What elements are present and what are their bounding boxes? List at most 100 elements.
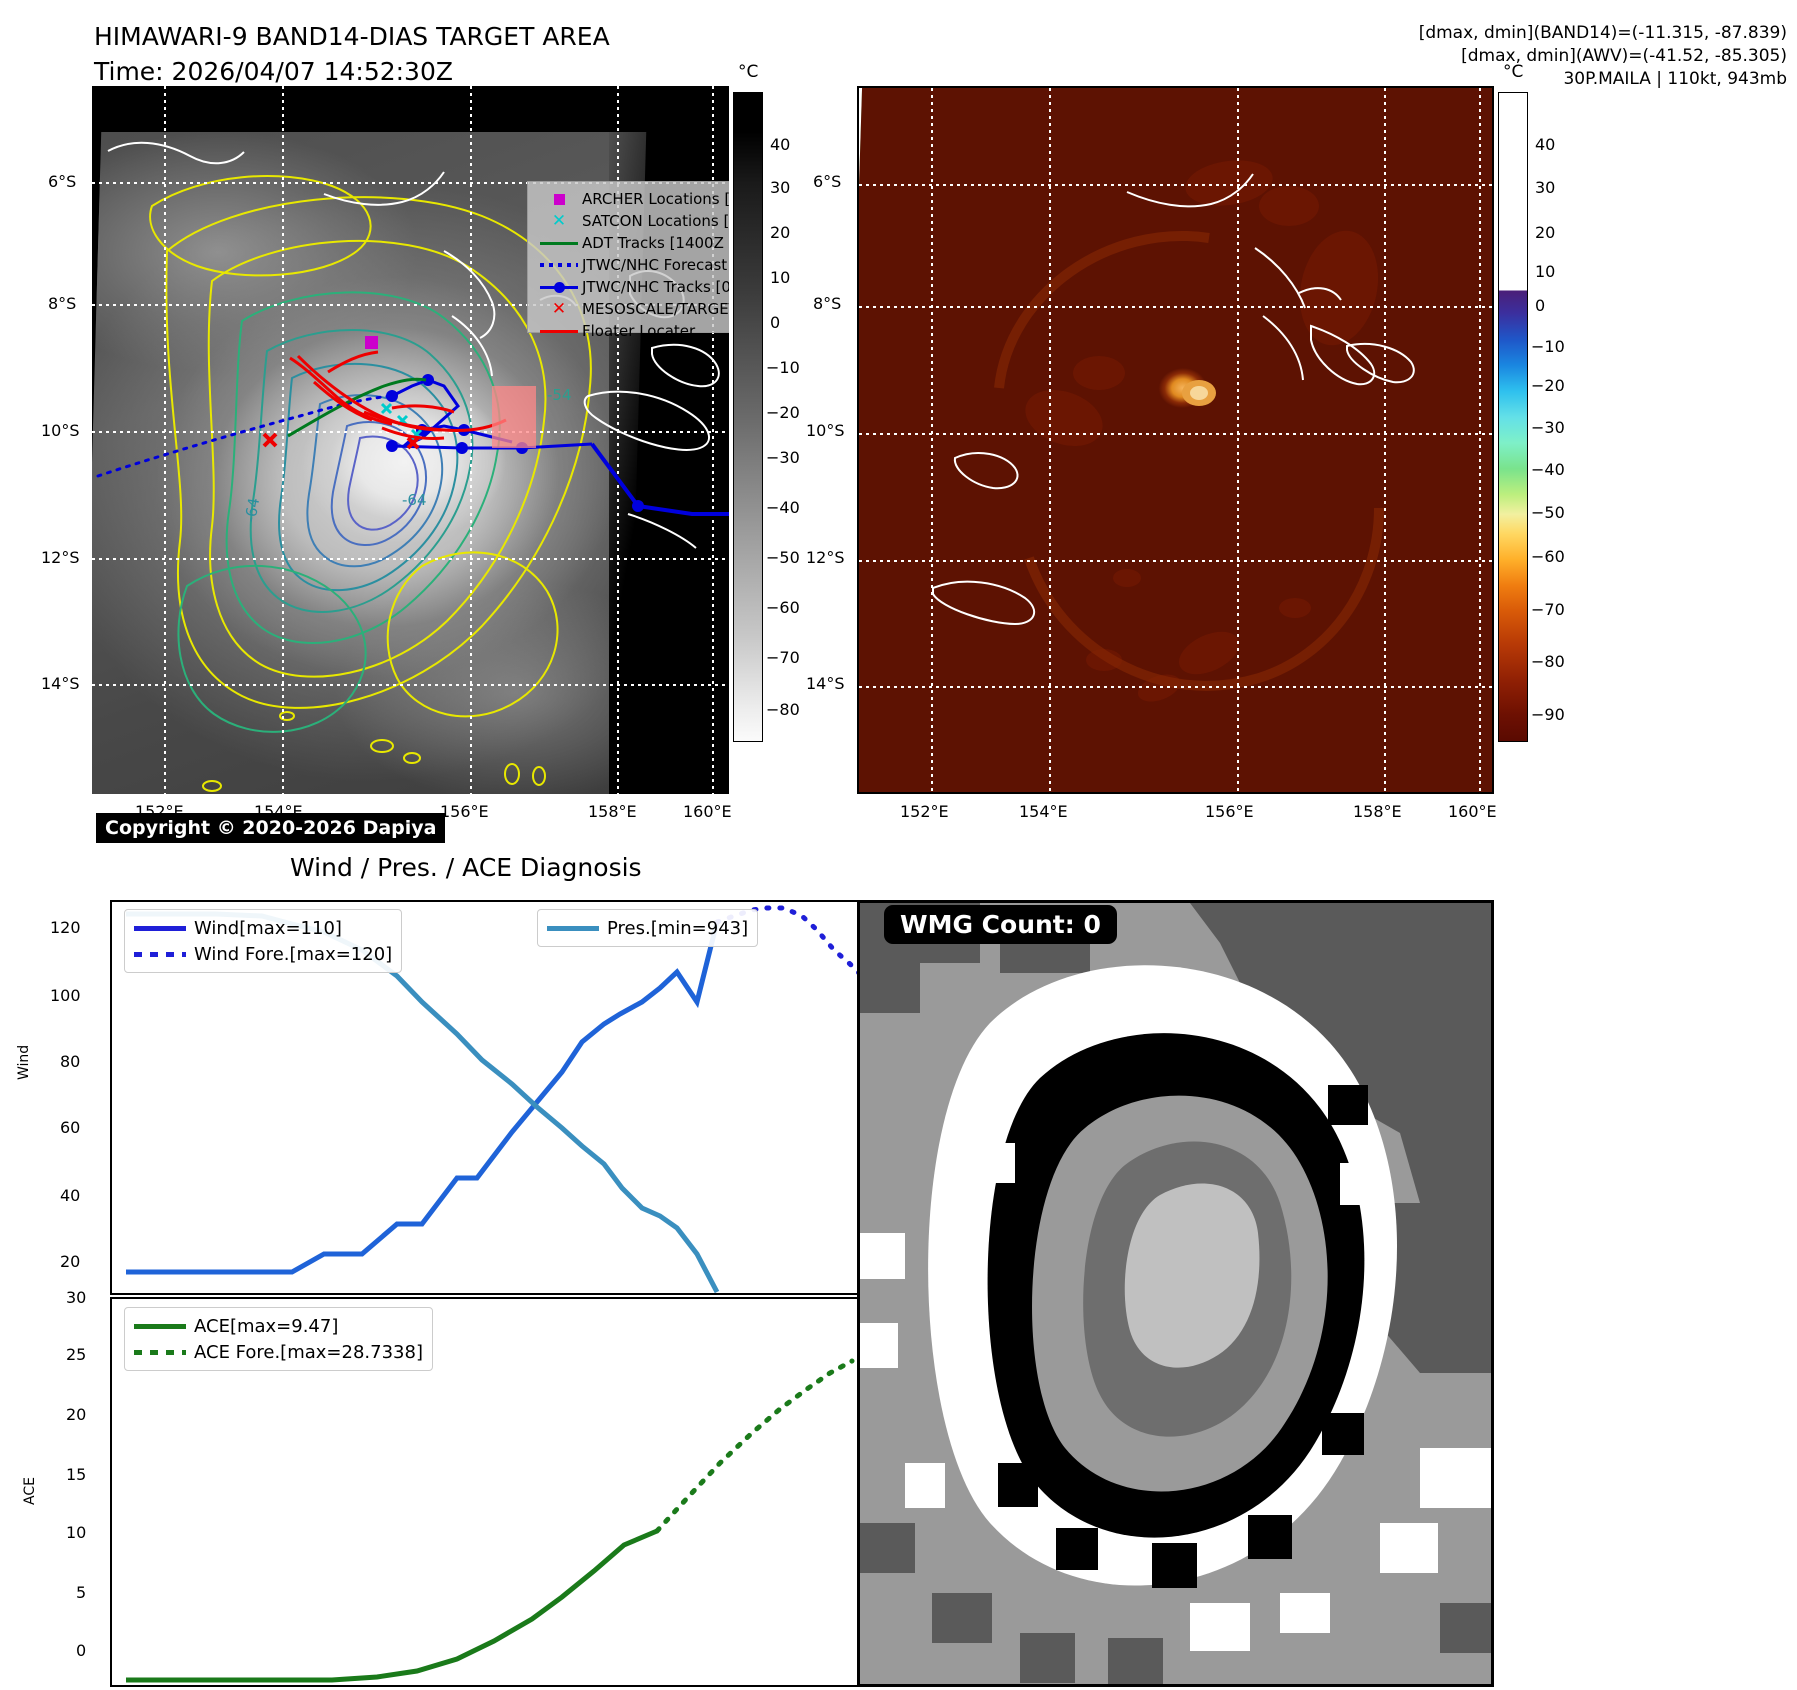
diagnosis-title: Wind / Pres. / ACE Diagnosis bbox=[290, 853, 642, 882]
wind-tick-20: 20 bbox=[60, 1252, 81, 1271]
legend-ace-label: ACE[max=9.47] bbox=[194, 1315, 339, 1337]
cb-color-tick-m80: −80 bbox=[1531, 652, 1565, 671]
lat-label-6s-right: 6°S bbox=[813, 172, 842, 191]
grid-lat-8-right bbox=[859, 306, 1492, 308]
cb-color-tick-m70: −70 bbox=[1531, 600, 1565, 619]
ace-tick-10: 10 bbox=[66, 1523, 87, 1542]
grid-lon-156 bbox=[470, 86, 472, 794]
legend-item-floater: Floater Locater bbox=[536, 320, 729, 342]
cb-color-tick-0: 0 bbox=[1535, 296, 1546, 315]
series-ace bbox=[126, 1528, 658, 1683]
legend-label: MESOSCALE/TARGET Location bbox=[582, 300, 729, 318]
cb-gray-tick-20: 20 bbox=[770, 223, 791, 242]
legend-label: ARCHER Locations [1907Z] bbox=[582, 190, 729, 208]
cb-color-tick-m10: −10 bbox=[1531, 337, 1565, 356]
title-line-2: Time: 2026/04/07 14:52:30Z bbox=[94, 57, 453, 86]
ace-legend: ACE[max=9.47] ACE Fore.[max=28.7338] bbox=[124, 1307, 433, 1371]
ir-grayscale-panel[interactable]: -54 -64 -64 bbox=[92, 86, 729, 794]
grid-lon-152 bbox=[164, 86, 166, 794]
cb-gray-tick-m50: −50 bbox=[766, 548, 800, 567]
series-ace-forecast bbox=[654, 1358, 855, 1534]
legend-pres-row: Pres.[min=943] bbox=[547, 915, 748, 941]
grid-lon-152-right bbox=[931, 88, 933, 792]
wind-line-icon bbox=[134, 925, 194, 931]
cb-gray-tick-m70: −70 bbox=[766, 648, 800, 667]
storm-track-overlays bbox=[96, 336, 729, 516]
grid-lat-12 bbox=[92, 558, 729, 560]
cb-color-tick-20: 20 bbox=[1535, 223, 1556, 242]
ace-svg bbox=[126, 1358, 855, 1683]
wmg-panel[interactable] bbox=[857, 900, 1494, 1687]
colorbar-enhanced bbox=[1498, 92, 1528, 742]
wind-tick-80: 80 bbox=[60, 1052, 81, 1071]
ace-tick-0: 0 bbox=[76, 1641, 87, 1660]
grid-lat-10 bbox=[92, 431, 729, 433]
ace-tick-25: 25 bbox=[66, 1345, 87, 1364]
legend-wind-label: Wind[max=110] bbox=[194, 917, 342, 939]
square-marker-icon bbox=[536, 193, 582, 205]
grid-lon-154-right bbox=[1049, 88, 1051, 792]
lon-label-152e-left: 152°E bbox=[135, 802, 184, 821]
ace-chart[interactable]: ACE[max=9.47] ACE Fore.[max=28.7338] bbox=[110, 1297, 865, 1687]
series-wind bbox=[126, 921, 720, 1275]
legend-label: Floater Locater bbox=[582, 322, 696, 340]
cb-gray-tick-m10: −10 bbox=[766, 358, 800, 377]
cb-color-tick-10: 10 bbox=[1535, 262, 1556, 281]
cb-color-tick-m40: −40 bbox=[1531, 460, 1565, 479]
cb-color-tick-m90: −90 bbox=[1531, 705, 1565, 724]
x-marker-icon: ✕ bbox=[551, 211, 567, 231]
wind-legend: Wind[max=110] Wind Fore.[max=120] bbox=[124, 909, 403, 973]
grid-lon-160-right bbox=[1479, 88, 1481, 792]
ir-enhanced-panel[interactable] bbox=[857, 86, 1494, 794]
grid-lon-154 bbox=[282, 86, 284, 794]
ace-axis-label: ACE bbox=[22, 1477, 38, 1505]
stats-awv: [dmax, dmin](AWV)=(-41.52, -85.305) bbox=[1461, 46, 1787, 66]
contour-label-54a: -54 bbox=[547, 386, 572, 404]
ace-tick-20: 20 bbox=[66, 1405, 87, 1424]
cb-gray-tick-m40: −40 bbox=[766, 498, 800, 517]
lon-label-154e-right: 154°E bbox=[1019, 802, 1068, 821]
ace-tick-30: 30 bbox=[66, 1288, 87, 1307]
wind-pressure-chart[interactable]: Wind[max=110] Wind Fore.[max=120] Pres.[… bbox=[110, 900, 865, 1295]
wind-axis-label: Wind bbox=[16, 1044, 32, 1080]
grid-lat-8 bbox=[92, 304, 729, 306]
legend-ace-fore-row: ACE Fore.[max=28.7338] bbox=[134, 1339, 423, 1365]
lat-label-10s-right: 10°S bbox=[806, 421, 845, 440]
grid-lat-14-right bbox=[859, 686, 1492, 688]
wind-tick-100: 100 bbox=[50, 986, 81, 1005]
line-marker-icon bbox=[536, 241, 582, 245]
legend-ace-fore-label: ACE Fore.[max=28.7338] bbox=[194, 1341, 423, 1363]
coastlines-enhanced bbox=[932, 173, 1415, 626]
ace-line-icon bbox=[134, 1323, 194, 1329]
legend-ace-row: ACE[max=9.47] bbox=[134, 1313, 423, 1339]
grid-lon-156-right bbox=[1237, 88, 1239, 792]
grid-lon-158 bbox=[617, 86, 619, 794]
pressure-line-icon bbox=[547, 925, 607, 931]
legend-wind-fore-row: Wind Fore.[max=120] bbox=[134, 941, 392, 967]
lon-label-158e-right: 158°E bbox=[1353, 802, 1402, 821]
line-marker-icon bbox=[536, 329, 582, 333]
page-title: HIMAWARI-9 BAND14-DIAS TARGET AREA Time:… bbox=[94, 22, 610, 86]
legend-label: SATCON Locations [0410Z 104 950] bbox=[582, 212, 729, 230]
colorbar-color-unit: °C bbox=[1503, 62, 1524, 82]
lon-label-160e-right: 160°E bbox=[1448, 802, 1497, 821]
cb-gray-tick-0: 0 bbox=[770, 313, 781, 332]
legend-item-satcon: ✕ SATCON Locations [0410Z 104 950] bbox=[536, 210, 729, 232]
lat-label-10s-left: 10°S bbox=[41, 421, 80, 440]
lon-label-156e-right: 156°E bbox=[1205, 802, 1254, 821]
legend-item-jtwc-track: JTWC/NHC Tracks [07/1200Z] bbox=[536, 276, 729, 298]
dotted-line-marker-icon bbox=[536, 263, 582, 267]
lon-label-154e-left: 154°E bbox=[254, 802, 303, 821]
line-dot-marker-icon bbox=[536, 281, 582, 293]
copyright-notice: Copyright © 2020-2026 Dapiya bbox=[96, 813, 446, 843]
stats-header: [dmax, dmin](BAND14)=(-11.315, -87.839) … bbox=[1419, 22, 1787, 91]
cb-gray-tick-m60: −60 bbox=[766, 598, 800, 617]
wind-forecast-line-icon bbox=[134, 951, 194, 957]
grid-lat-6-right bbox=[859, 184, 1492, 186]
legend-label: JTWC/NHC Forecast [07/1200Z] bbox=[582, 256, 729, 274]
ace-forecast-line-icon bbox=[134, 1349, 194, 1355]
lon-label-160e-left: 160°E bbox=[683, 802, 732, 821]
grid-lat-10-right bbox=[859, 433, 1492, 435]
ace-tick-15: 15 bbox=[66, 1465, 87, 1484]
cb-color-tick-40: 40 bbox=[1535, 135, 1556, 154]
